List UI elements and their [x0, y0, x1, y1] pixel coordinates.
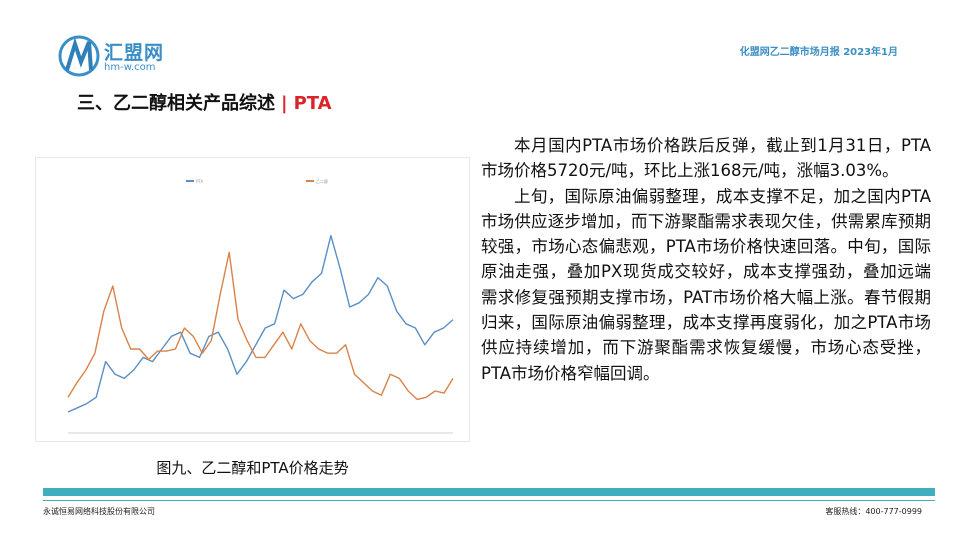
report-title: 化盟网乙二醇市场月报 2023年1月	[739, 47, 898, 58]
footer-hotline: 客服热线：400-777-0999	[825, 507, 922, 516]
series-line-0	[67, 234, 454, 413]
section-title-text: 三、乙二醇相关产品综述	[77, 93, 275, 114]
footer-divider	[43, 500, 935, 501]
legend-label-0: PTA	[196, 179, 204, 184]
figure-caption: 图九、乙二醇和PTA价格走势	[156, 459, 349, 477]
title-separator: |	[281, 93, 288, 114]
legend-label-1: 乙二醇	[316, 178, 328, 184]
series-line-1	[67, 251, 454, 401]
logo-text: 汇盟网	[104, 42, 165, 64]
paragraph: 本月国内PTA市场价格跌后反弹，截止到1月31日，PTA市场价格5720元/吨，…	[481, 136, 931, 181]
price-chart: PTA 乙二醇	[35, 157, 470, 442]
section-title: 三、乙二醇相关产品综述 | PTA	[77, 89, 332, 115]
section-product: PTA	[293, 93, 332, 114]
body-text: 本月国内PTA市场价格跌后反弹，截止到1月31日，PTA市场价格5720元/吨，…	[481, 133, 931, 386]
hmw-logo	[58, 35, 100, 77]
paragraph: 上旬，国际原油偏弱整理，成本支撑不足，加之国内PTA市场供应逐步增加，而下游聚酯…	[481, 186, 931, 383]
footer-bar	[43, 488, 935, 496]
price-chart-svg: PTA 乙二醇	[67, 178, 454, 434]
logo-url: hm-w.com	[104, 62, 156, 73]
footer-company: 永诚恒易网络科技股份有限公司	[43, 507, 155, 516]
